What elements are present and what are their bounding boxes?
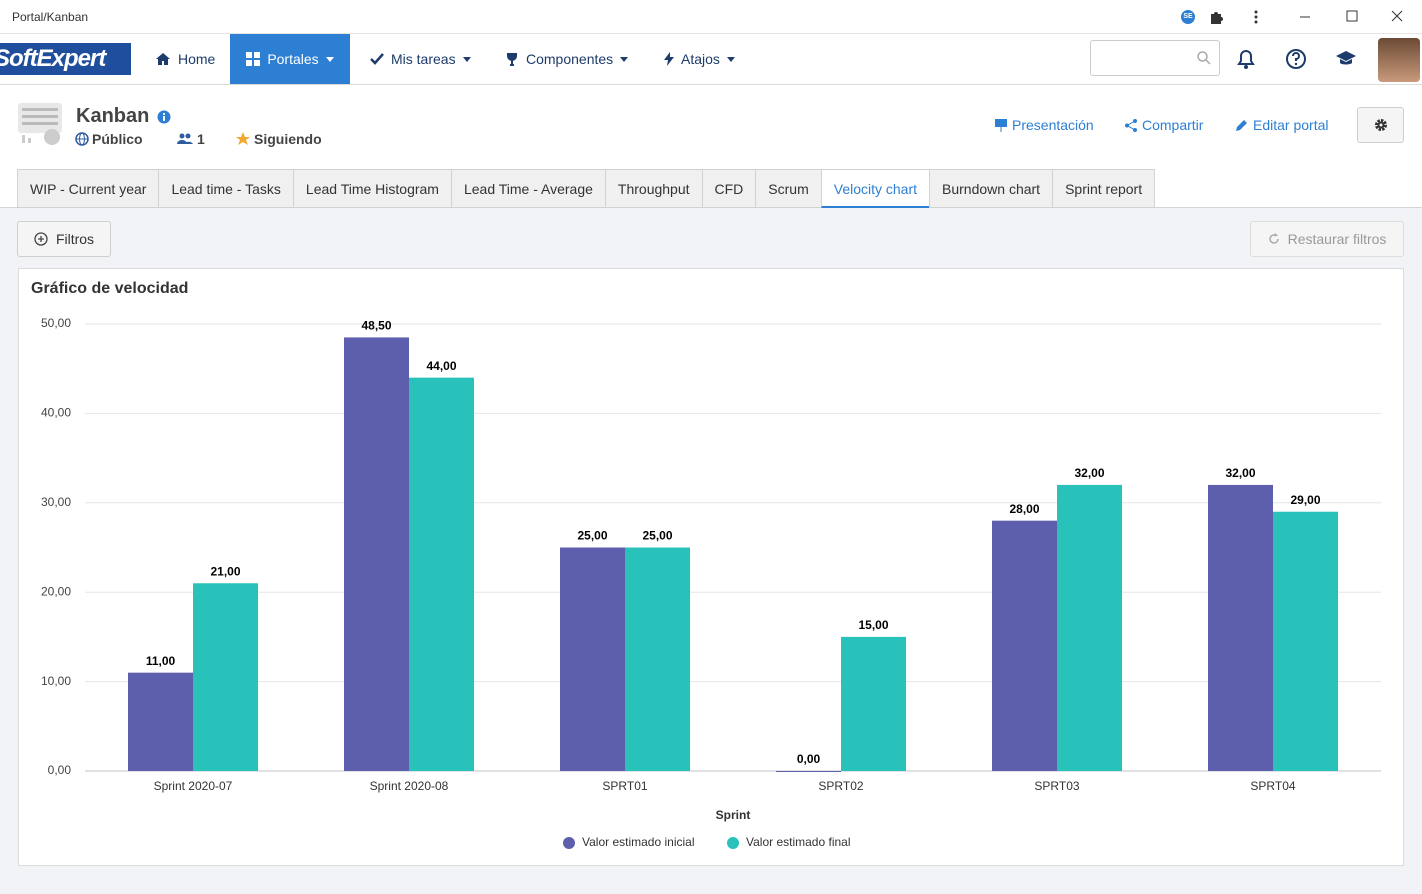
bar	[1057, 484, 1122, 771]
filters-button[interactable]: Filtros	[17, 221, 111, 257]
nav-portales[interactable]: Portales	[230, 34, 350, 84]
bar	[776, 771, 841, 772]
chart-panel: Gráfico de velocidad 0,00 10,00 20,00 30,00…	[18, 268, 1404, 866]
restore-filters-button[interactable]: Restaurar filtros	[1250, 221, 1404, 257]
tab[interactable]: WIP - Current year	[17, 169, 159, 208]
value-label: 25,00	[577, 529, 607, 543]
value-label: 32,00	[1074, 466, 1104, 480]
y-tick-label: 50,00	[41, 316, 71, 330]
value-label: 48,50	[361, 319, 391, 333]
y-tick-label: 20,00	[41, 584, 71, 598]
bar	[1208, 484, 1273, 771]
nav-home[interactable]: Home	[155, 34, 215, 84]
value-label: 44,00	[426, 359, 456, 373]
y-tick-label: 10,00	[41, 674, 71, 688]
value-label: 32,00	[1225, 466, 1255, 480]
search-box[interactable]	[1090, 40, 1220, 76]
logo: SoftExpert	[0, 43, 131, 75]
nav-componentes[interactable]: Componentes	[505, 34, 629, 84]
bar	[1273, 511, 1338, 771]
puzzle-icon[interactable]	[1208, 9, 1224, 25]
nav-atajos[interactable]: Atajos	[664, 34, 735, 84]
help-icon[interactable]	[1285, 48, 1307, 70]
bar	[625, 547, 690, 771]
y-tick-label: 40,00	[41, 406, 71, 420]
info-icon[interactable]	[157, 110, 171, 124]
visibility: Público	[75, 131, 143, 147]
settings-button[interactable]	[1357, 107, 1404, 143]
legend-swatch	[563, 837, 575, 849]
action-presentacion[interactable]: Presentación	[995, 117, 1094, 133]
chart: Gráfico de velocidad 0,00 10,00 20,00 30,00…	[31, 280, 1381, 849]
value-label: 11,00	[146, 654, 176, 668]
value-label: 21,00	[210, 564, 240, 578]
action-editar[interactable]: Editar portal	[1235, 117, 1328, 133]
legend-swatch	[727, 837, 739, 849]
value-label: 25,00	[642, 529, 672, 543]
x-tick-label: Sprint 2020-08	[370, 779, 449, 793]
nav-tareas[interactable]: Mis tareas	[370, 34, 471, 84]
portal-icon	[18, 103, 62, 145]
value-label: 0,00	[797, 752, 821, 766]
tab[interactable]: Sprint report	[1052, 169, 1156, 208]
bar	[841, 636, 906, 771]
portal-title: Kanban	[76, 105, 150, 127]
x-tick-label: SPRT01	[602, 779, 647, 793]
x-axis-label: Sprint	[716, 808, 751, 822]
tab[interactable]: Burndown chart	[929, 169, 1053, 208]
tab[interactable]: Throughput	[604, 169, 702, 208]
bell-icon[interactable]	[1237, 49, 1255, 69]
nav-bar: SoftExpert Home Portales Mis tareas Comp…	[0, 34, 1422, 85]
legend-label: Valor estimado inicial	[582, 835, 695, 849]
window-controls[interactable]	[1298, 9, 1418, 25]
action-compartir[interactable]: Compartir	[1125, 117, 1203, 133]
bar	[560, 547, 625, 771]
y-tick-label: 30,00	[41, 495, 71, 509]
x-tick-label: SPRT04	[1250, 779, 1295, 793]
extension-badge[interactable]: SE	[1181, 10, 1195, 24]
bar	[193, 583, 258, 771]
tab[interactable]: CFD	[701, 169, 756, 208]
x-tick-label: SPRT02	[818, 779, 863, 793]
value-label: 28,00	[1009, 502, 1039, 516]
tab[interactable]: Lead Time Histogram	[292, 169, 451, 208]
tab[interactable]: Lead Time - Average	[450, 169, 605, 208]
value-label: 15,00	[858, 618, 888, 632]
tab[interactable]: Velocity chart	[820, 169, 930, 208]
menu-icon[interactable]	[1250, 9, 1262, 25]
bar	[992, 520, 1057, 771]
x-tick-label: SPRT03	[1034, 779, 1079, 793]
tab-bar: WIP - Current year Lead time - Tasks Lead …	[17, 169, 1156, 208]
bar	[128, 672, 193, 771]
y-tick-label: 0,00	[48, 763, 72, 777]
learning-icon[interactable]	[1335, 50, 1357, 66]
title-bar: Portal/Kanban SE	[0, 0, 1422, 34]
tab[interactable]: Lead time - Tasks	[158, 169, 293, 208]
tab[interactable]: Scrum	[755, 169, 821, 208]
x-tick-label: Sprint 2020-07	[154, 779, 233, 793]
user-avatar[interactable]	[1378, 38, 1420, 82]
members[interactable]: 1	[177, 131, 205, 147]
chart-title: Gráfico de velocidad	[31, 280, 188, 297]
value-label: 29,00	[1290, 493, 1320, 507]
window-title: Portal/Kanban	[12, 10, 89, 24]
bar	[409, 377, 474, 771]
following[interactable]: Siguiendo	[236, 131, 322, 147]
bar	[344, 337, 409, 771]
legend-label: Valor estimado final	[746, 835, 851, 849]
